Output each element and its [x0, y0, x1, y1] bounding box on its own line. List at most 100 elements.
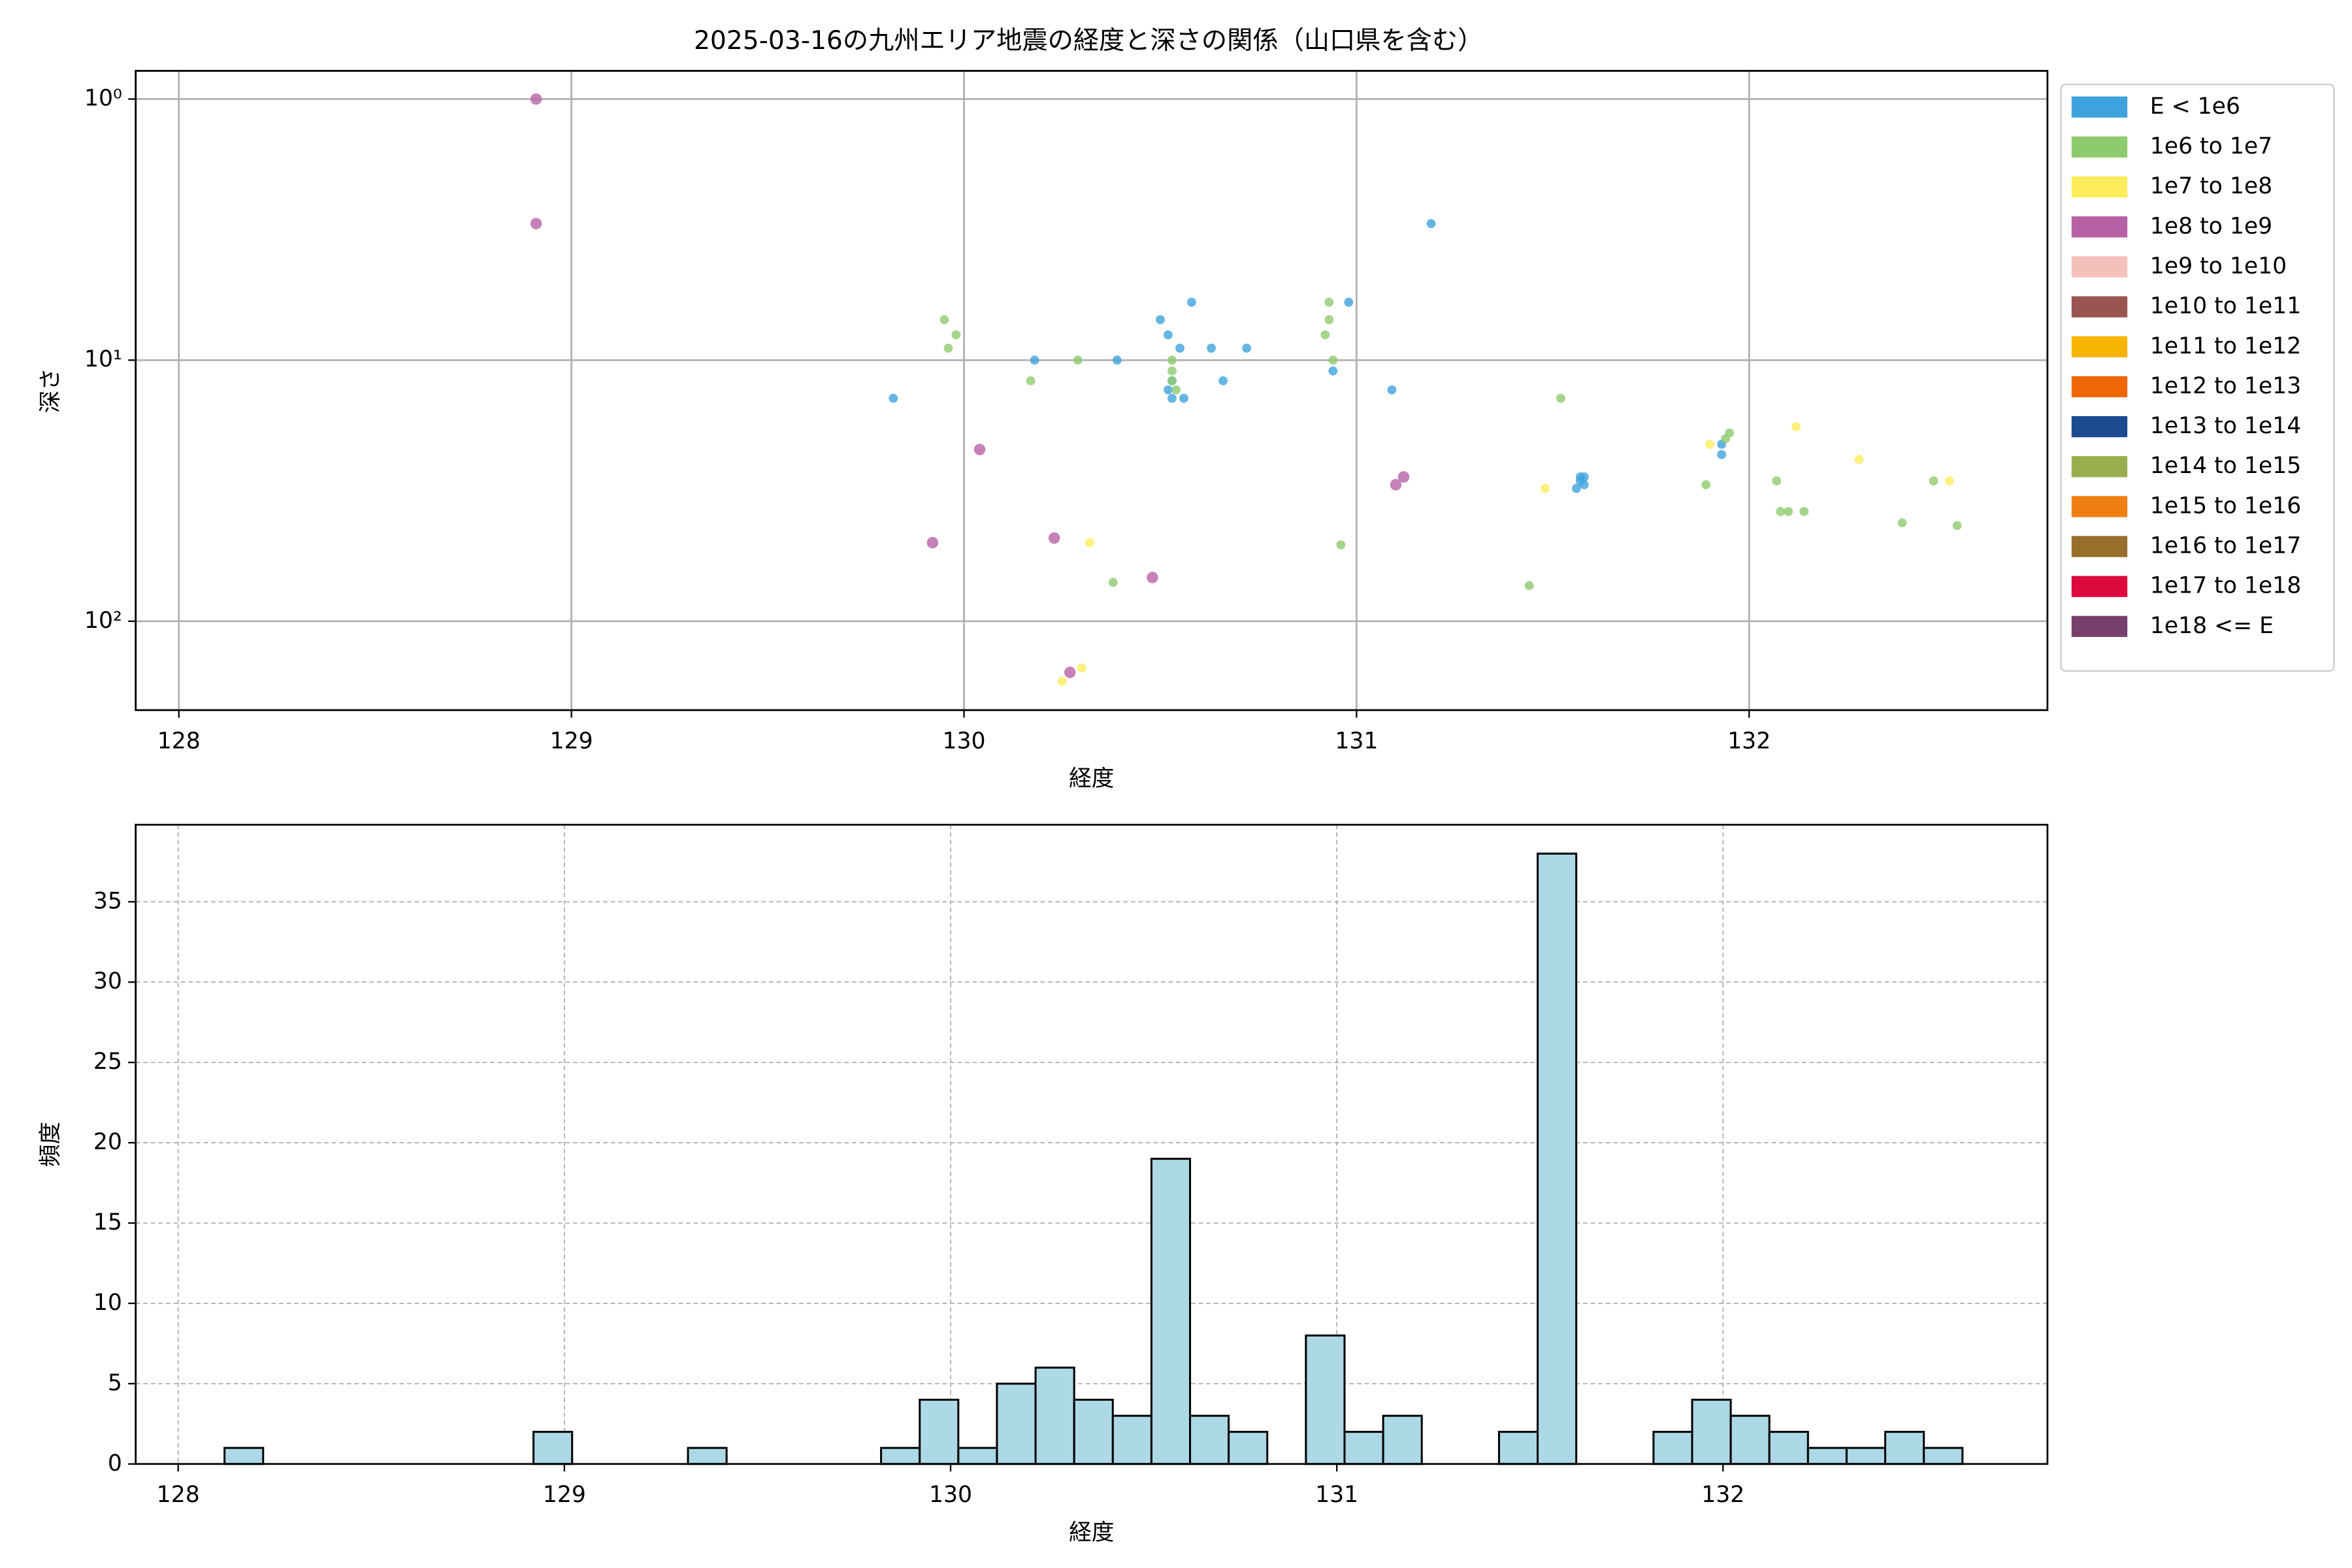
x-axis-label: 経度: [1069, 766, 1114, 792]
point: [1397, 471, 1410, 483]
legend-label: 1e15 to 1e16: [2150, 493, 2301, 519]
point: [951, 330, 961, 340]
legend-swatch: [2071, 496, 2128, 517]
legend-label: E < 1e6: [2150, 93, 2240, 120]
point: [1112, 355, 1122, 365]
bar: [1150, 1158, 1192, 1465]
x-tick-label: 132: [1701, 1482, 1744, 1508]
plot-frame: [135, 70, 2049, 711]
point: [1791, 422, 1801, 432]
bar: [1537, 853, 1578, 1465]
legend-label: 1e16 to 1e17: [2150, 533, 2301, 559]
bar: [1343, 1431, 1384, 1465]
point: [1705, 440, 1715, 449]
x-tick-label: 131: [1315, 1482, 1358, 1508]
legend-swatch: [2071, 216, 2128, 238]
legend-swatch: [2071, 296, 2128, 318]
bar: [996, 1382, 1037, 1465]
x-tick-label: 132: [1727, 728, 1771, 754]
point: [1721, 434, 1731, 444]
bar: [957, 1446, 998, 1465]
point: [1179, 393, 1188, 403]
point: [943, 344, 953, 353]
point: [1717, 449, 1727, 459]
bar: [1923, 1446, 1964, 1465]
point: [1155, 315, 1165, 325]
bar: [1305, 1334, 1346, 1465]
legend-swatch: [2071, 456, 2128, 478]
point: [1701, 480, 1711, 489]
point: [1324, 315, 1334, 325]
point: [1897, 518, 1907, 528]
y-tick-label: 10²: [84, 608, 122, 634]
point: [1579, 472, 1589, 482]
point: [1207, 344, 1216, 353]
legend-swatch: [2071, 416, 2128, 438]
point: [1175, 344, 1184, 353]
y-tick-label: 10: [93, 1290, 122, 1316]
bar: [1034, 1366, 1075, 1465]
bar: [1111, 1414, 1152, 1465]
point: [1057, 677, 1067, 686]
bar: [1884, 1431, 1925, 1465]
y-tick-label: 25: [93, 1049, 122, 1075]
bar: [1382, 1414, 1423, 1465]
y-axis-label: 深さ: [37, 368, 63, 413]
point: [1952, 521, 1962, 531]
point: [1336, 540, 1346, 549]
legend-swatch: [2071, 256, 2128, 278]
legend-label: 1e14 to 1e15: [2150, 453, 2301, 479]
legend-label: 1e18 <= E: [2150, 613, 2274, 639]
bar: [1691, 1398, 1732, 1465]
point: [1147, 572, 1158, 583]
bar: [1806, 1446, 1848, 1465]
point: [1077, 663, 1086, 673]
point: [1524, 581, 1534, 591]
legend-swatch: [2071, 336, 2128, 357]
point: [1168, 366, 1177, 376]
point: [1929, 476, 1938, 485]
y-tick-label: 10¹: [84, 346, 122, 372]
point: [926, 536, 939, 549]
bar: [1845, 1446, 1887, 1465]
bar: [532, 1431, 574, 1465]
legend-swatch: [2071, 576, 2128, 597]
point: [973, 444, 986, 455]
point: [1387, 385, 1397, 395]
y-tick-label: 15: [93, 1209, 122, 1235]
x-axis-label: 経度: [1069, 1520, 1114, 1546]
point: [530, 93, 542, 105]
point: [1328, 366, 1338, 376]
x-tick-label: 131: [1335, 728, 1378, 754]
legend-label: 1e9 to 1e10: [2150, 253, 2287, 279]
bar: [1228, 1431, 1269, 1465]
legend-label: 1e12 to 1e13: [2150, 373, 2301, 399]
x-tick-label: 128: [157, 728, 201, 754]
bar: [880, 1446, 921, 1465]
point: [1164, 385, 1173, 395]
bar: [1189, 1414, 1230, 1465]
point: [1324, 297, 1334, 307]
legend-label: 1e17 to 1e18: [2150, 573, 2301, 599]
x-tick-label: 129: [543, 1482, 586, 1508]
legend-label: 1e8 to 1e9: [2150, 213, 2272, 239]
point: [1772, 476, 1782, 485]
point: [1571, 483, 1581, 493]
legend-label: 1e10 to 1e11: [2150, 293, 2301, 319]
legend-swatch: [2071, 176, 2128, 198]
y-tick-label: 30: [93, 968, 122, 994]
point: [1540, 483, 1550, 493]
legend-label: 1e13 to 1e14: [2150, 413, 2301, 439]
y-tick-label: 10⁰: [84, 86, 122, 112]
bar: [1652, 1431, 1693, 1465]
legend-swatch: [2071, 136, 2128, 158]
y-tick-label: 0: [108, 1450, 122, 1477]
point: [1426, 219, 1436, 229]
point: [1064, 666, 1076, 678]
legend-swatch: [2071, 376, 2128, 398]
point: [1030, 355, 1039, 365]
bar: [1768, 1431, 1809, 1465]
chart-title: 2025-03-16の九州エリア地震の経度と深さの関係（山口県を含む）: [694, 26, 1483, 56]
